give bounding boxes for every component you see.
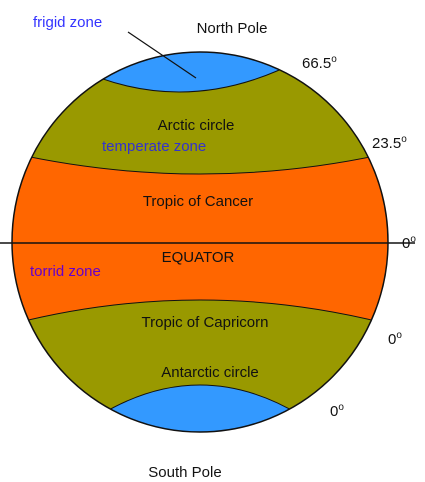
degree-value: 0 [330, 403, 338, 420]
south-pole-label: South Pole [148, 464, 221, 481]
degree-sup: o [396, 330, 402, 341]
torrid-area [12, 147, 388, 331]
degree-sup: o [401, 134, 407, 145]
torrid-zone-label: torrid zone [30, 263, 101, 280]
globe-outline [11, 51, 389, 433]
antarctic-label: Antarctic circle [161, 364, 259, 381]
degree-sup: o [410, 234, 416, 245]
globe-zones [12, 52, 388, 432]
degree-label: 23.5o [372, 134, 407, 152]
degree-sup: o [331, 54, 337, 65]
temperate-zone-label: temperate zone [102, 138, 206, 155]
arctic-label: Arctic circle [158, 117, 235, 134]
cancer-label: Tropic of Cancer [143, 193, 253, 210]
pointer-line [127, 31, 197, 79]
degree-value: 23.5 [372, 135, 401, 152]
north-pole-label: North Pole [197, 20, 268, 37]
degree-label: 0o [402, 234, 416, 252]
degree-label: 66.5o [302, 54, 337, 72]
frigid-zone-label: frigid zone [33, 14, 102, 31]
degree-label: 0o [388, 330, 402, 348]
equator-label: EQUATOR [162, 249, 235, 266]
degree-label: 0o [330, 402, 344, 420]
degree-sup: o [338, 402, 344, 413]
degree-value: 0 [402, 235, 410, 252]
capricorn-label: Tropic of Capricorn [142, 314, 269, 331]
degree-value: 0 [388, 331, 396, 348]
degree-value: 66.5 [302, 55, 331, 72]
